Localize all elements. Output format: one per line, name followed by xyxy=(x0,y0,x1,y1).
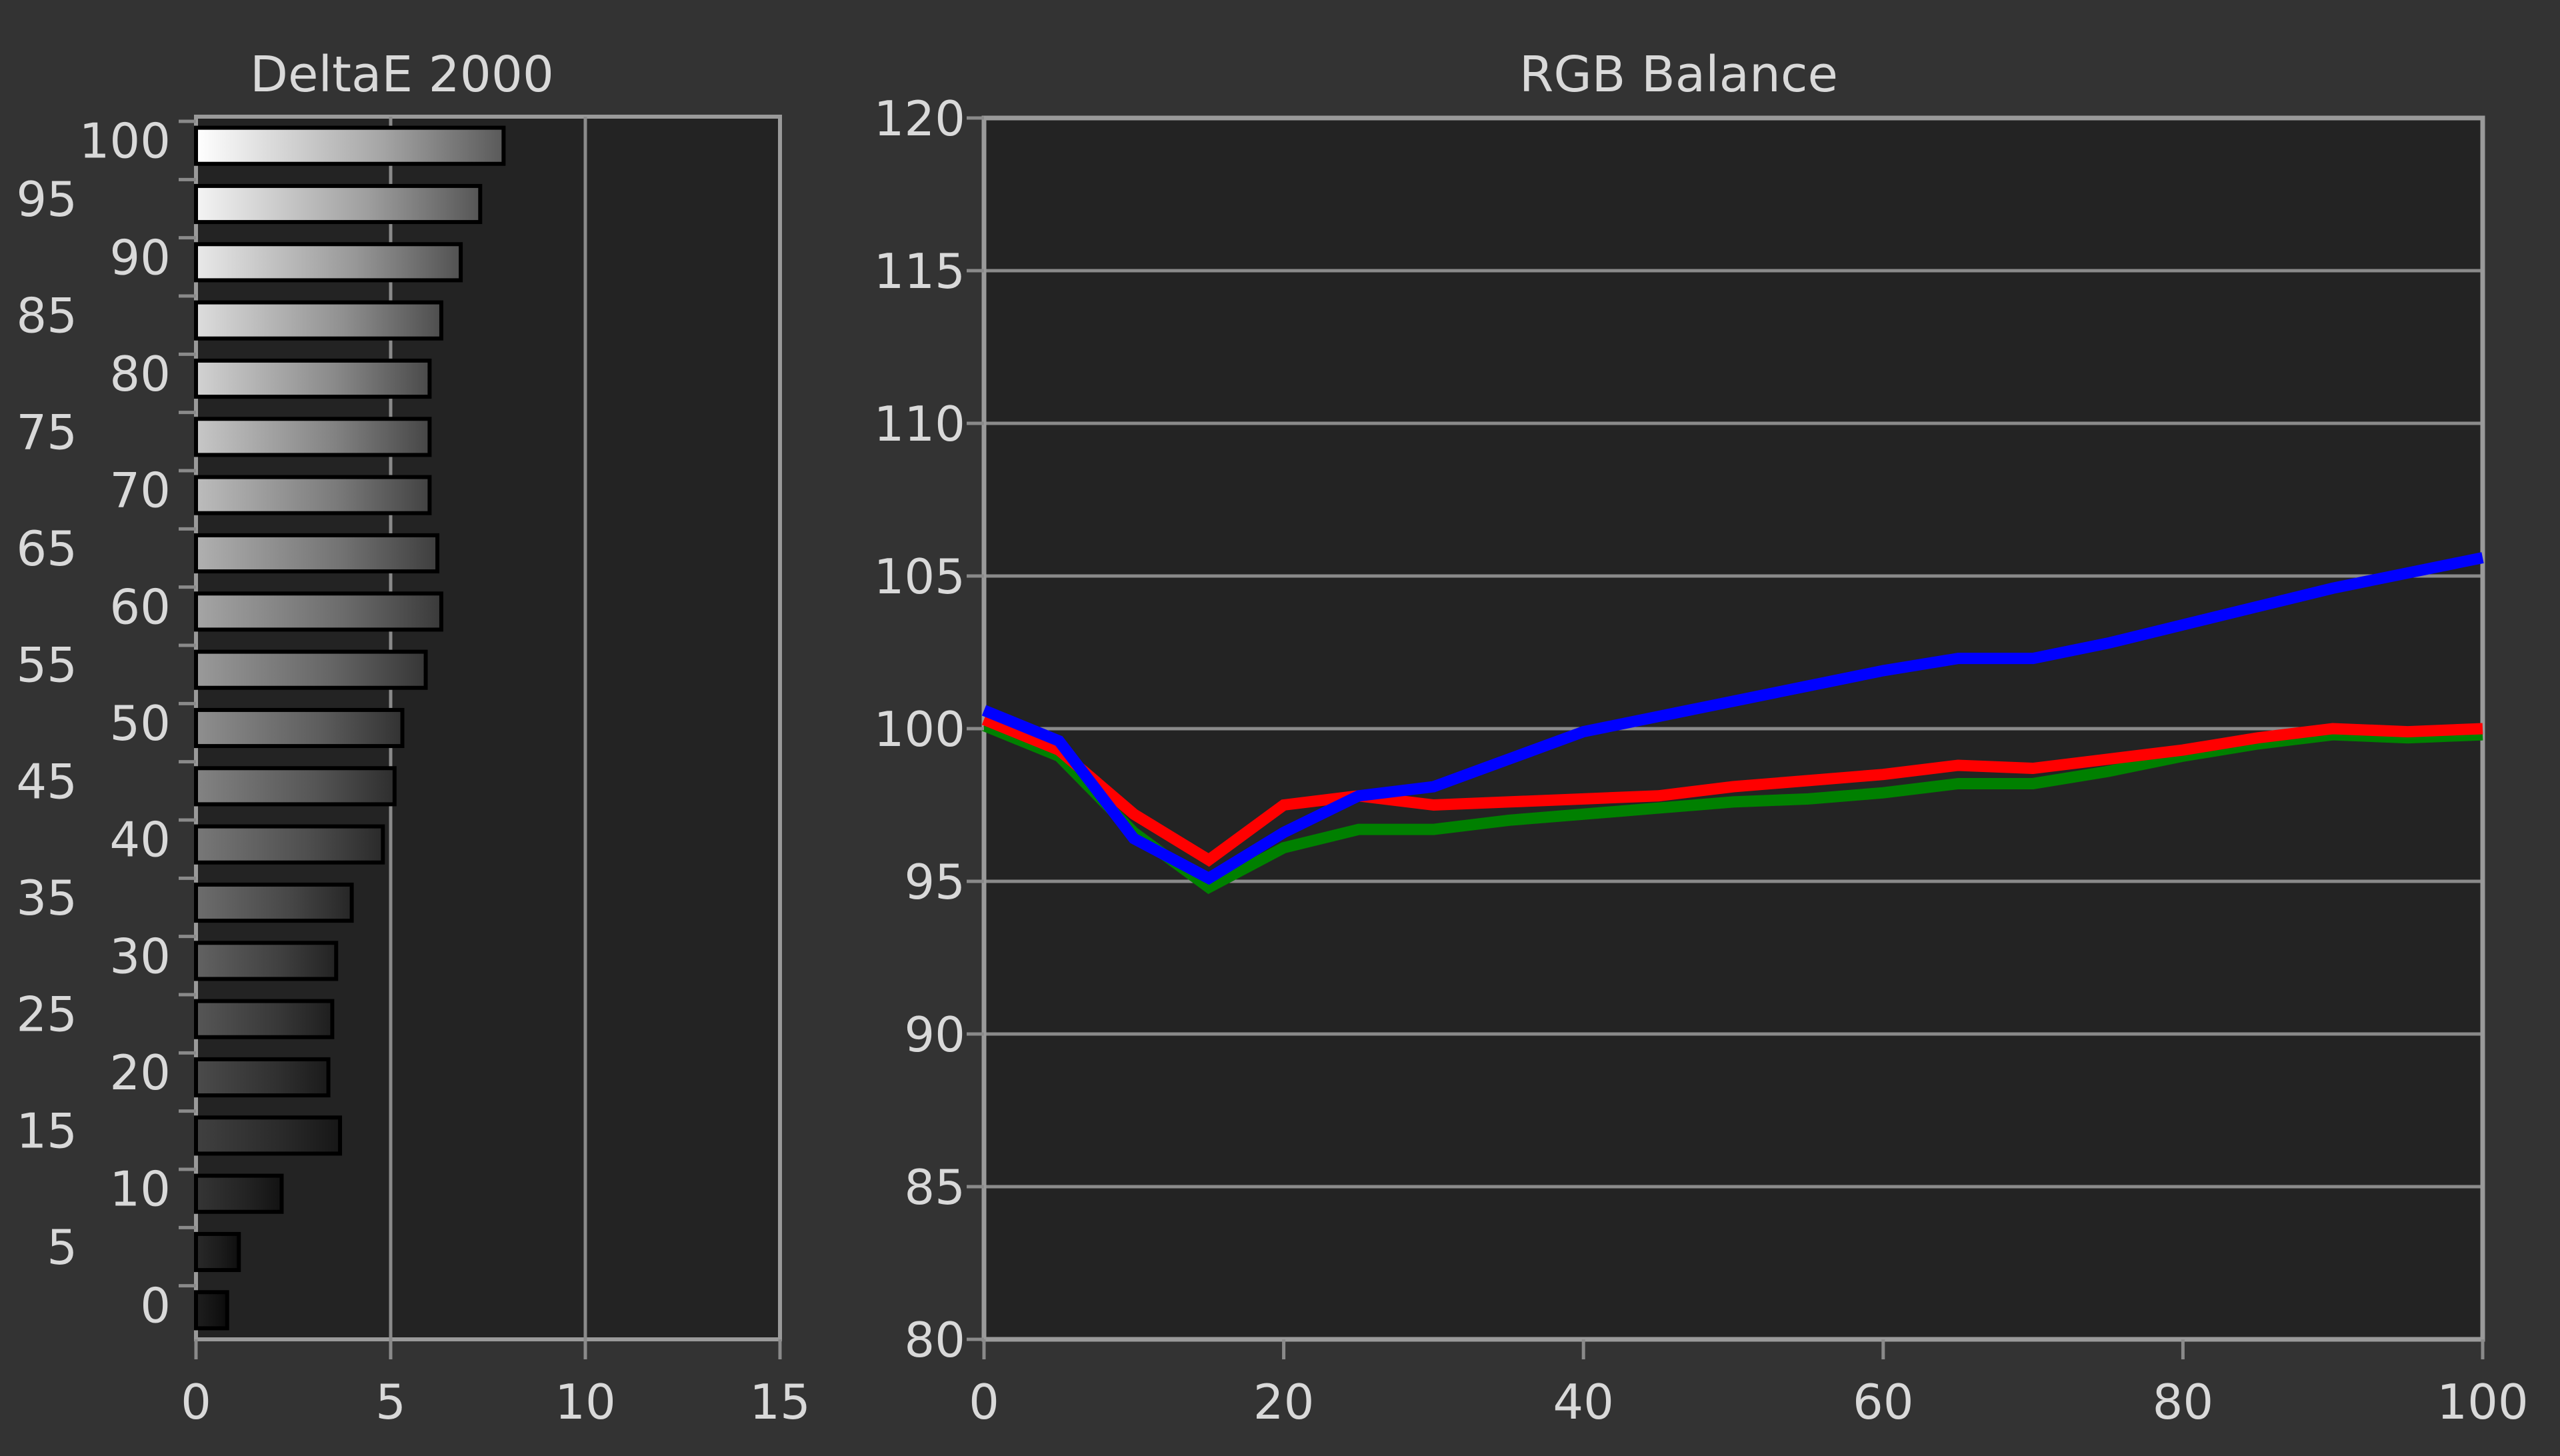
rgb-y-tick-label: 100 xyxy=(874,701,965,757)
deltae-bar-shade xyxy=(196,1233,239,1271)
rgb-y-tick-label: 105 xyxy=(874,549,965,605)
deltae-bar-shade xyxy=(196,651,426,688)
deltae-bar-shade xyxy=(196,826,383,863)
deltae-y-tick-label: 85 xyxy=(16,288,77,344)
rgb-y-tick-label: 80 xyxy=(904,1312,965,1368)
deltae-bar-shade xyxy=(196,1175,282,1212)
rgb-x-tick-label: 60 xyxy=(1853,1374,1914,1430)
deltae-y-tick-label: 50 xyxy=(109,695,171,751)
rgb-x-axis: 0 20 40 60 80 100 xyxy=(969,1339,2529,1430)
deltae-bar-shade xyxy=(196,127,504,164)
deltae-y-tick-label: 25 xyxy=(16,987,77,1043)
deltae-x-tick-label: 0 xyxy=(181,1374,211,1430)
deltae-y-tick-label: 20 xyxy=(109,1045,171,1101)
deltae-bar-shade xyxy=(196,1001,333,1037)
deltae-y-tick-label: 5 xyxy=(47,1219,77,1275)
rgb-x-tick-label: 80 xyxy=(2153,1374,2214,1430)
deltae-y-tick-label: 75 xyxy=(16,404,77,460)
rgb-lines xyxy=(981,552,2484,895)
rgb-y-tick-label: 120 xyxy=(874,91,965,147)
deltae-y-tick-label: 30 xyxy=(109,928,171,984)
deltae-bar-shade xyxy=(196,244,461,281)
rgb-x-tick-label: 20 xyxy=(1253,1374,1315,1430)
deltae-bar-shade xyxy=(196,477,430,513)
deltae-bar-shade xyxy=(196,1059,329,1096)
rgb-y-tick-label: 110 xyxy=(874,396,965,452)
deltae-y-tick-label: 40 xyxy=(109,812,171,868)
rgb-balance-chart-title: RGB Balance xyxy=(1519,46,1838,103)
deltae-y-tick-label: 100 xyxy=(79,113,171,169)
rgb-y-tick-label: 85 xyxy=(904,1159,965,1215)
deltae-bar-shade xyxy=(196,709,403,747)
deltae-bar-shade xyxy=(196,768,395,805)
rgb-balance-chart: RGB Balance 80 85 90 95 100 105 110 115 120 0 20 4… xyxy=(874,46,2529,1430)
deltae-y-tick-label: 65 xyxy=(16,521,77,577)
rgb-series-line-1 xyxy=(981,714,2483,867)
deltae-y-tick-label: 55 xyxy=(16,637,77,693)
deltae-bars xyxy=(194,125,506,1331)
deltae-y-axis: 0 5 10 15 20 25 30 35 40 45 50 55 60 65 70 75 80 85 90 9510… xyxy=(16,113,196,1333)
deltae-bar-shade xyxy=(196,185,481,223)
deltae-y-tick-label: 95 xyxy=(16,171,77,227)
rgb-y-tick-label: 115 xyxy=(874,243,965,299)
deltae-y-tick-label: 35 xyxy=(16,870,77,926)
deltae-y-tick-label: 70 xyxy=(109,463,171,519)
deltae-y-tick-label: 60 xyxy=(109,579,171,635)
rgb-y-tick-label: 90 xyxy=(904,1007,965,1063)
deltae-y-tick-label: 90 xyxy=(109,229,171,285)
deltae-bar-shade xyxy=(196,302,441,339)
deltae-x-tick-label: 10 xyxy=(555,1374,616,1430)
rgb-series-line-0 xyxy=(981,720,2483,895)
rgb-x-tick-label: 0 xyxy=(969,1374,999,1430)
deltae-y-tick-label: 80 xyxy=(109,346,171,402)
rgb-x-tick-label: 100 xyxy=(2437,1374,2528,1430)
deltae-x-tick-label: 15 xyxy=(749,1374,811,1430)
deltae-bar-shade xyxy=(196,535,438,572)
deltae-bar-shade xyxy=(196,419,430,455)
deltae-y-tick-label: 0 xyxy=(140,1277,171,1333)
deltae-bar-shade xyxy=(196,360,430,397)
deltae-y-tick-label: 10 xyxy=(109,1161,171,1217)
rgb-x-tick-label: 40 xyxy=(1553,1374,1614,1430)
deltae-bar-shade xyxy=(196,1292,227,1329)
deltae-bar-shade xyxy=(196,884,352,921)
deltae-chart-title: DeltaE 2000 xyxy=(250,46,554,103)
rgb-y-tick-label: 95 xyxy=(904,854,965,910)
rgb-y-axis: 80 85 90 95 100 105 110 115 120 xyxy=(874,91,984,1368)
deltae-x-axis: 0 5 10 15 xyxy=(181,1339,811,1430)
deltae-y-tick-label: 45 xyxy=(16,753,77,809)
deltae-y-tick-label: 15 xyxy=(16,1103,77,1159)
deltae-bar-shade xyxy=(196,943,337,979)
deltae-bar-shade xyxy=(196,1117,341,1154)
deltae-chart: DeltaE 2000 0510152025303540455055606570… xyxy=(16,46,810,1430)
deltae-x-tick-label: 5 xyxy=(375,1374,406,1430)
rgb-series-line-2 xyxy=(981,552,2484,885)
deltae-bar-shade xyxy=(196,593,441,630)
